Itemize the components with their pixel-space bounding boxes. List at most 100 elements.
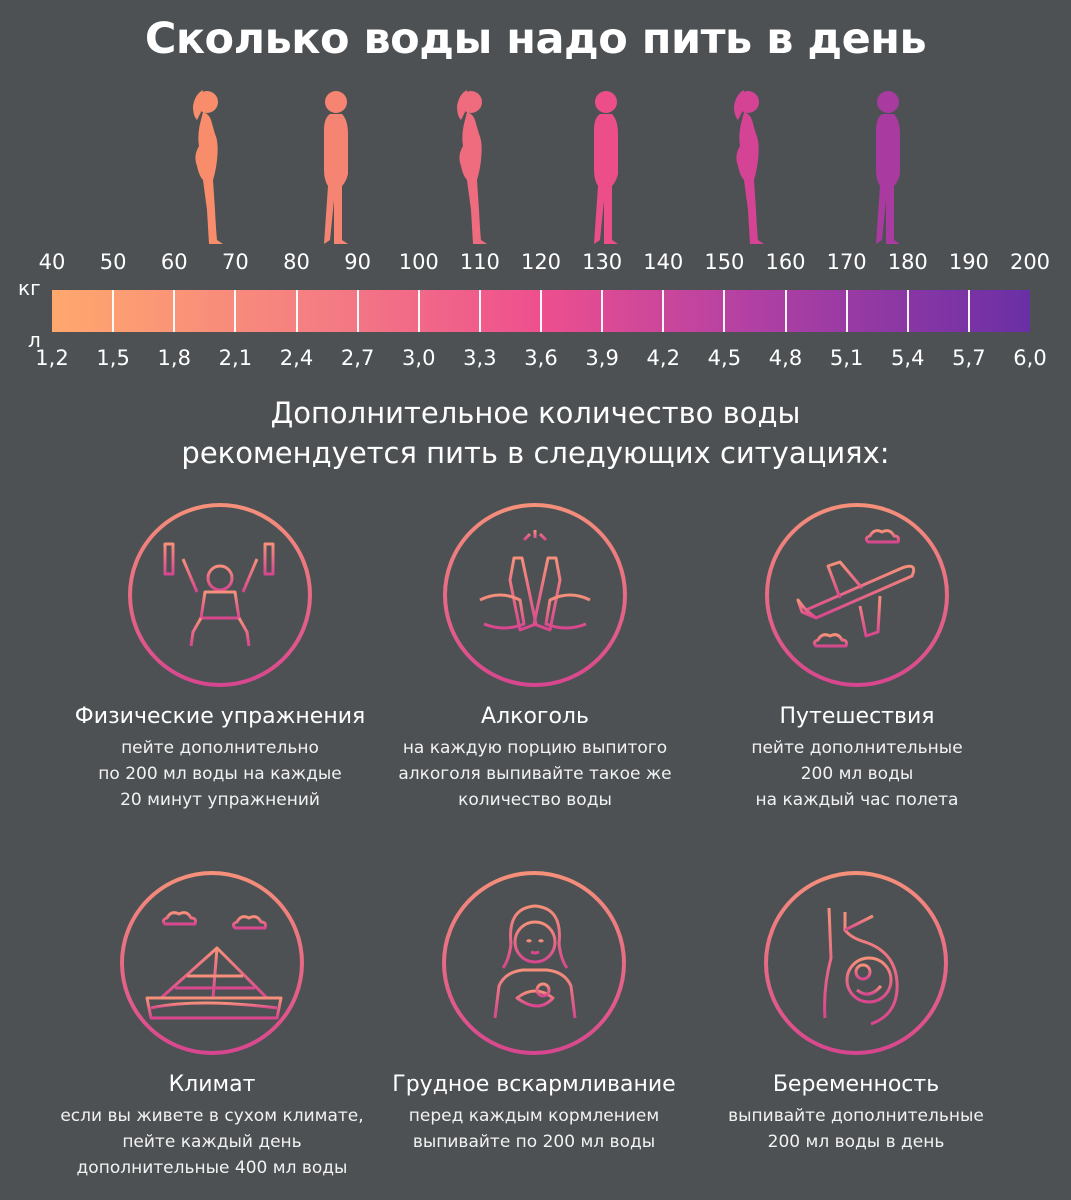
card-travel: Путешествия пейте дополнительные 200 мл … (687, 500, 1027, 813)
desc-line: по 200 мл воды на каждые (98, 764, 342, 784)
man-silhouette-icon (594, 91, 618, 244)
bar-divider (356, 290, 359, 332)
liter-tick-label: 3,9 (585, 346, 619, 370)
desc-line: выпивайте по 200 мл воды (412, 1132, 656, 1152)
kg-tick-label: 90 (344, 250, 371, 274)
body-figures (193, 90, 900, 244)
liter-tick-label: 2,7 (340, 346, 375, 370)
liter-tick-label: 1,2 (35, 346, 69, 370)
kg-tick-label: 160 (765, 250, 806, 274)
page-title: Сколько воды надо пить в день (144, 14, 927, 64)
bar-divider (173, 290, 176, 332)
bar-divider (112, 290, 115, 332)
woman-silhouette-icon (457, 90, 487, 244)
card-description: пейте дополнительные 200 мл воды на кажд… (687, 735, 1027, 813)
subtitle: Дополнительное количество воды рекоменду… (0, 393, 1071, 473)
desc-line: на каждый час полета (755, 790, 959, 810)
liter-tick-label: 4,8 (768, 346, 803, 370)
kg-tick-label: 100 (398, 250, 439, 274)
bar-divider (540, 290, 542, 332)
desc-line: 20 минут упражнений (120, 790, 320, 810)
kg-tick-label: 170 (826, 250, 867, 274)
desc-line: выпивайте дополнительные (728, 1106, 984, 1126)
desc-line: дополнительные 400 мл воды (76, 1158, 348, 1178)
bar-divider (478, 290, 481, 332)
kg-tick-label: 200 (1009, 250, 1051, 274)
liter-tick-label: 6,0 (1013, 346, 1047, 370)
card-alcohol: Алкоголь на каждую порцию выпитого алког… (365, 500, 705, 813)
kg-tick-label: 150 (704, 250, 745, 274)
bar-divider (662, 290, 665, 332)
bar-divider (784, 290, 787, 332)
card-description: на каждую порцию выпитого алкоголя выпив… (365, 735, 705, 813)
kg-tick-label: 60 (160, 250, 188, 274)
kg-tick-label: 190 (948, 250, 989, 274)
card-exercise: Физические упражнения пейте дополнительн… (50, 500, 390, 813)
liter-tick-label: 2,4 (279, 346, 314, 370)
subtitle-line-1: Дополнительное количество воды (270, 396, 801, 430)
bar-divider (234, 290, 237, 332)
man-silhouette-icon (324, 91, 348, 244)
bar-divider (967, 290, 970, 332)
liter-tick-label: 3,6 (524, 346, 558, 370)
desc-line: количество воды (458, 790, 612, 810)
card-description: выпивайте дополнительные 200 мл воды в д… (686, 1103, 1026, 1155)
desc-line: пейте дополнительные (751, 738, 963, 758)
kg-unit-label: кг (18, 276, 41, 300)
kg-tick-label: 40 (38, 250, 66, 274)
breastfeeding-mother-icon (442, 871, 626, 1055)
desc-line: 200 мл воды в день (767, 1132, 945, 1152)
desc-line: перед каждым кормлением (408, 1106, 660, 1126)
scale-gradient-bar (52, 290, 1030, 332)
card-breastfeeding: Грудное вскармливание перед каждым кормл… (364, 868, 704, 1155)
bar-divider (723, 290, 726, 332)
kg-tick-label: 80 (283, 250, 310, 274)
weightlifter-icon (128, 503, 312, 687)
liter-tick-label: 4,5 (707, 346, 742, 370)
liter-tick-label: 4,2 (646, 346, 680, 370)
subtitle-line-2: рекомендуется пить в следующих ситуациях… (181, 436, 890, 470)
pregnant-belly-icon (764, 871, 948, 1055)
desc-line: 200 мл воды (800, 764, 914, 784)
card-label: Грудное вскармливание (392, 1072, 676, 1097)
l-unit-label: л (28, 328, 41, 352)
bar-divider (906, 290, 909, 332)
card-climate: Климат если вы живете в сухом климате, п… (42, 868, 382, 1181)
kg-tick-label: 110 (459, 250, 500, 274)
woman-silhouette-icon (193, 90, 223, 244)
liter-tick-label: 1,5 (96, 346, 130, 370)
liter-tick-label: 1,8 (157, 346, 191, 370)
liter-tick-label: 5,1 (829, 346, 864, 370)
kg-tick-label: 180 (887, 250, 928, 274)
bar-divider (845, 290, 848, 332)
liter-tick-label: 2,1 (218, 346, 253, 370)
toasting-bottles-icon (443, 503, 627, 687)
kg-tick-label: 50 (99, 250, 127, 274)
liter-tick-label: 3,0 (402, 346, 436, 370)
woman-silhouette-icon (734, 90, 764, 244)
card-description: пейте дополнительно по 200 мл воды на ка… (50, 735, 390, 813)
desc-line: алкоголя выпивайте такое же (398, 764, 672, 784)
card-pregnancy: Беременность выпивайте дополнительные 20… (686, 868, 1026, 1155)
kg-tick-label: 70 (222, 250, 249, 274)
card-label: Физические упражнения (74, 704, 366, 729)
card-description: перед каждым кормлением выпивайте по 200… (364, 1103, 704, 1155)
card-label: Беременность (772, 1072, 940, 1097)
desc-line: на каждую порцию выпитого (402, 738, 668, 758)
desc-line: пейте каждый день (122, 1132, 302, 1152)
desc-line: пейте дополнительно (121, 738, 319, 758)
bar-divider (295, 290, 298, 332)
desc-line: если вы живете в сухом климате, (60, 1106, 364, 1126)
man-silhouette-icon (876, 91, 900, 244)
liter-tick-label: 5,4 (891, 346, 925, 370)
kg-tick-label: 130 (582, 250, 623, 274)
kg-tick-label: 120 (520, 250, 562, 274)
kg-tick-label: 140 (643, 250, 684, 274)
pyramid-desert-icon (120, 871, 304, 1055)
card-description: если вы живете в сухом климате, пейте ка… (42, 1103, 382, 1181)
liter-tick-label: 3,3 (463, 346, 497, 370)
liter-tick-label: 5,7 (952, 346, 986, 370)
airplane-icon (765, 503, 949, 687)
card-label: Путешествия (779, 704, 935, 729)
card-label: Климат (168, 1072, 256, 1097)
